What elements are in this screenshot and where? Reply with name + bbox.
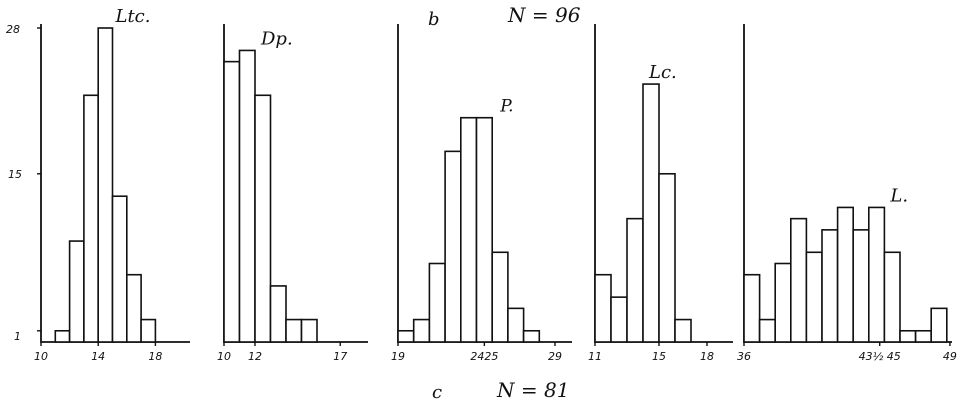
histogram-bar [789, 217, 808, 343]
histogram-bar [238, 49, 256, 343]
histogram-bar [300, 318, 318, 343]
histogram-bar [68, 240, 85, 343]
x-tick-label: 10 [217, 350, 231, 363]
histogram-bar [522, 329, 541, 343]
histogram-bar [836, 206, 854, 343]
x-tick-label: 18 [700, 350, 714, 363]
histogram-bar [610, 296, 628, 343]
histogram-l: 36 43½ 45 49 L. [737, 24, 957, 363]
x-tick-label: 10 [34, 350, 48, 363]
histogram-bar [883, 251, 901, 343]
histogram-bar [899, 329, 917, 343]
x-tick-label: 43½ 45 [859, 350, 901, 363]
y-tick-label: 1 [14, 330, 21, 343]
histogram-bar [805, 251, 823, 343]
histogram-ltc: 10 14 18 Ltc. [34, 6, 190, 363]
x-tick-label: 19 [391, 350, 405, 363]
histogram-bar [930, 307, 948, 343]
histogram-label: Ltc. [115, 6, 151, 27]
histogram-bar [223, 60, 241, 343]
histogram-bar [626, 217, 644, 343]
x-tick-label: 12 [248, 350, 262, 363]
histogram-bar [140, 318, 157, 343]
histogram-bar [444, 150, 462, 343]
histogram-bar [821, 229, 839, 343]
histogram-label: P. [499, 97, 513, 117]
x-tick-label: 11 [588, 350, 602, 363]
histogram-label: L. [889, 185, 908, 206]
histogram-bar [743, 273, 761, 343]
histogram-bar [475, 116, 493, 343]
histogram-bar [97, 27, 114, 343]
histogram-bar [507, 307, 525, 343]
x-tick-label: 17 [333, 350, 347, 363]
histogram-bar [285, 318, 303, 343]
x-tick-label: 49 [943, 350, 957, 363]
histogram-bar [83, 94, 100, 343]
histogram-bar [111, 195, 128, 343]
panel-b-count: N = 96 [507, 3, 581, 27]
histogram-lc: 11 15 18 Lc. [588, 24, 733, 363]
x-tick-label: 18 [148, 350, 162, 363]
histogram-bar [126, 273, 142, 343]
histogram-bar [428, 262, 446, 343]
histogram-bar [412, 318, 431, 343]
histogram-label: Dp. [260, 28, 293, 49]
panel-c-count: N = 81 [496, 378, 569, 402]
x-tick-label: 36 [737, 350, 751, 363]
histogram-bar [674, 318, 692, 343]
histogram-bar [852, 229, 870, 343]
histogram-bar [269, 285, 287, 343]
x-tick-label: 29 [548, 350, 562, 363]
histogram-bar [914, 329, 932, 343]
histogram-bar [774, 262, 792, 343]
panel-c-letter: c [432, 382, 442, 403]
histogram-bar [397, 329, 415, 343]
histogram-bar [54, 329, 71, 343]
histogram-bar [758, 318, 776, 343]
histogram-bar [254, 94, 272, 343]
y-tick-label: 28 [6, 23, 20, 36]
x-tick-label: 2425 [470, 350, 498, 363]
histogram-dp: 10 12 17 Dp. [217, 24, 368, 363]
histogram-bar [594, 273, 612, 343]
histogram-bar [642, 83, 660, 343]
histogram-label: Lc. [648, 62, 677, 83]
panel-b-letter: b [428, 9, 440, 30]
x-tick-label: 14 [91, 350, 105, 363]
y-tick-label: 15 [8, 168, 22, 181]
histogram-bar [658, 172, 676, 343]
histogram-p: 19 2425 29 P. [391, 24, 572, 363]
histogram-bar [459, 116, 478, 343]
histogram-bar [867, 206, 886, 343]
x-tick-label: 15 [652, 350, 666, 363]
histogram-bar [491, 251, 509, 343]
